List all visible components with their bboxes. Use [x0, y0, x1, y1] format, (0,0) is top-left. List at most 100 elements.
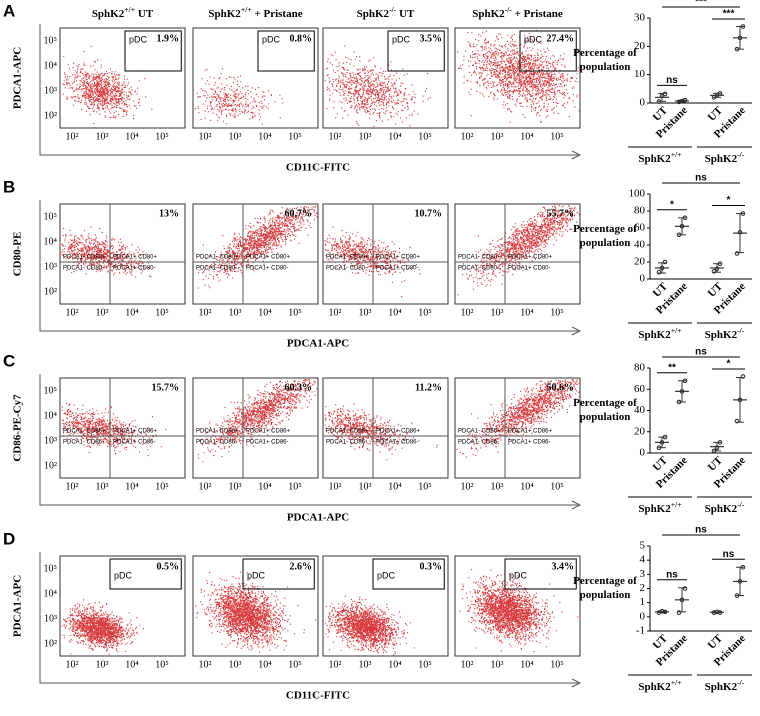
quadrant-label: PDCA1+ CD80+ — [113, 255, 158, 261]
gate-percent: 0.8% — [290, 33, 313, 44]
column-header: SphK2-/- UT — [357, 5, 415, 20]
cell-events — [456, 379, 580, 458]
gate — [124, 30, 182, 72]
x-tick-label: 10⁴ — [388, 131, 402, 142]
y-tick-label: 3 — [640, 568, 646, 580]
cell-events — [61, 599, 144, 655]
flow-plot-frame — [59, 27, 186, 129]
x-tick-label: 10² — [199, 481, 212, 492]
x-tick-label: 10³ — [229, 131, 242, 142]
y-tick-label: 4 — [640, 554, 646, 566]
group-label: SphK2+/+ — [638, 150, 681, 165]
x-tick-label: 10⁴ — [520, 481, 534, 492]
y-tick-label: 20 — [634, 425, 646, 437]
gate — [109, 558, 182, 590]
x-tick-label: 10⁵ — [418, 659, 432, 670]
superscript: -/- — [737, 326, 745, 335]
y-tick-label: 0 — [640, 447, 646, 459]
cell-events — [324, 45, 431, 127]
gate-percent: 0.3% — [420, 561, 443, 572]
text-part: SphK2 — [638, 153, 671, 165]
x-tick-label: 10³ — [491, 481, 504, 492]
x-tick-label: 10² — [199, 307, 212, 318]
y-axis-label: CD86-PE-Cy7 — [12, 394, 24, 462]
summary-y-label: Percentage of — [573, 575, 637, 587]
y-tick-label: 80 — [634, 362, 646, 374]
gate-label: pDC — [247, 570, 266, 580]
y-tick-label: 2 — [640, 582, 646, 594]
column-header: SphK2-/- + Pristane — [472, 5, 563, 20]
data-point — [656, 269, 662, 275]
text-part: + Pristane — [512, 8, 563, 20]
x-axis-label: PDCA1-APC — [287, 338, 349, 350]
column-header: SphK2+/+ UT — [92, 5, 154, 20]
summary-y-label: population — [580, 411, 631, 423]
y-tick-label: 0 — [640, 610, 646, 622]
cell-events — [197, 379, 318, 463]
gate-percent: 2.6% — [290, 561, 313, 572]
x-tick-label: 10⁵ — [155, 659, 169, 670]
y-tick-label: 10³ — [44, 435, 57, 446]
significance-label: *** — [695, 0, 707, 8]
superscript: -/- — [505, 5, 513, 14]
axis-arrow — [571, 500, 582, 510]
x-tick-label: 10⁴ — [258, 307, 272, 318]
summary-y-label: population — [580, 61, 631, 73]
x-tick-label: 10⁴ — [258, 131, 272, 142]
x-tick-label: 10⁵ — [550, 307, 564, 318]
flow-plot-frame — [322, 377, 449, 479]
quadrant-percent: 13% — [159, 208, 179, 219]
x-tick-label: 10⁴ — [388, 307, 402, 318]
x-axis-label: CD11C-FITC — [286, 162, 350, 174]
superscript: +/+ — [241, 5, 252, 14]
gate-percent: 27.4% — [547, 33, 575, 44]
superscript: +/+ — [671, 326, 682, 335]
quadrant-label: PDCA1- CD86- — [196, 440, 237, 446]
x-tick-label: 10² — [199, 659, 212, 670]
x-tick-label: 10² — [461, 131, 474, 142]
quadrant-label: PDCA1- CD80+ — [63, 255, 106, 261]
x-tick-label: 10³ — [359, 131, 372, 142]
superscript: +/+ — [671, 678, 682, 687]
flow-plot-frame — [454, 555, 581, 657]
data-point — [662, 259, 668, 265]
group-label: SphK2-/- — [705, 326, 745, 341]
x-tick-label: 10⁵ — [418, 481, 432, 492]
x-tick-label: 10⁵ — [288, 131, 302, 142]
summary-y-label: population — [580, 237, 631, 249]
y-tick-label: 40 — [634, 404, 646, 416]
text-part: SphK2 — [705, 681, 738, 693]
gate-percent: 0.5% — [157, 561, 180, 572]
text-part: UT — [135, 8, 154, 20]
axis-bracket — [39, 374, 578, 506]
gate — [372, 558, 445, 590]
group-label: SphK2+/+ — [638, 500, 681, 515]
quadrant-label: PDCA1+ CD86+ — [246, 429, 291, 435]
quadrant-label: PDCA1- CD80+ — [458, 255, 501, 261]
flow-plot-frame — [454, 203, 581, 305]
x-tick-label: 10³ — [491, 659, 504, 670]
y-tick-label: 1 — [640, 596, 646, 608]
flow-plot-frame — [454, 27, 581, 129]
cell-events — [194, 68, 284, 125]
y-tick-label: 60 — [634, 222, 646, 234]
data-point — [662, 91, 668, 97]
gate — [242, 558, 315, 590]
quadrant-label: PDCA1- CD80- — [458, 266, 499, 272]
x-tick-label: 10⁵ — [418, 307, 432, 318]
cell-events — [61, 226, 152, 278]
x-tick-label: 10² — [66, 307, 79, 318]
gate-label: pDC — [509, 570, 528, 580]
quadrant-label: PDCA1- CD86- — [63, 440, 104, 446]
x-tick-label: 10³ — [359, 659, 372, 670]
flow-plot-frame — [322, 203, 449, 305]
y-tick-label: 100 — [629, 188, 646, 200]
x-tick-label: 10⁴ — [125, 131, 139, 142]
x-tick-label: 10⁴ — [520, 659, 534, 670]
x-tick-label: 10² — [66, 659, 79, 670]
y-tick-label: 60 — [634, 383, 646, 395]
cell-events — [459, 569, 579, 653]
flow-plot-frame — [192, 377, 319, 479]
y-tick-label: 10² — [44, 110, 57, 121]
flow-plot-frame — [59, 377, 186, 479]
